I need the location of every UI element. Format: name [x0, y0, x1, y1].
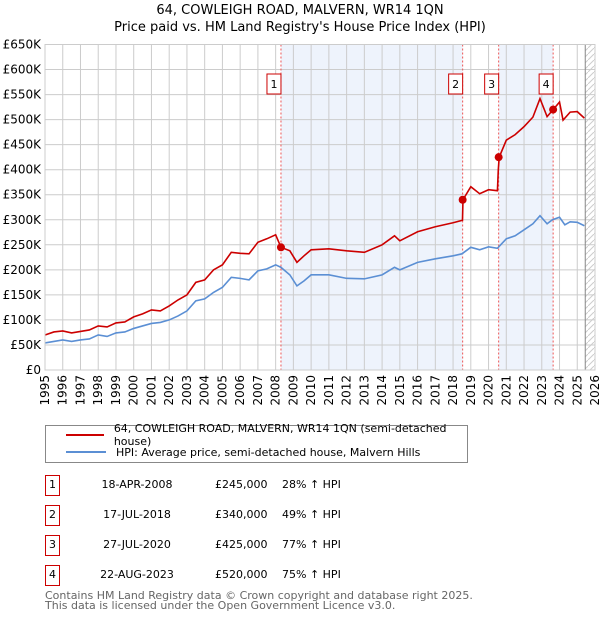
footer-line: This data is licensed under the Open Gov…	[45, 599, 396, 612]
x-tick-label: 2017	[428, 375, 442, 406]
sale-row: 1 18-APR-2008 £245,000 28% ↑ HPI	[45, 475, 465, 496]
sale-number: 1	[45, 475, 60, 496]
footer-line: Contains HM Land Registry data © Crown c…	[45, 589, 473, 602]
sale-label-box	[538, 73, 554, 95]
x-tick-label: 2011	[322, 375, 336, 406]
x-tick-label: 2010	[304, 375, 318, 406]
x-tick-label: 2004	[198, 375, 212, 406]
y-tick-label: £550K	[3, 88, 43, 102]
plot-frame	[44, 44, 596, 371]
sale-date: 18-APR-2008	[101, 478, 173, 491]
x-tick-label: 2015	[393, 375, 407, 406]
sale-hpi-diff: 49% ↑ HPI	[282, 508, 341, 521]
x-tick-label: 1999	[109, 375, 123, 406]
sale-label: 2	[452, 78, 459, 91]
x-tick-label: 2025	[570, 375, 584, 406]
sale-hpi-diff: 28% ↑ HPI	[282, 478, 341, 491]
y-tick-label: £250K	[3, 238, 43, 252]
y-tick-label: £650K	[3, 38, 43, 52]
x-tick-label: 2002	[162, 375, 176, 406]
legend-label-property: 64, COWLEIGH ROAD, MALVERN, WR14 1QN (se…	[113, 422, 447, 448]
property-price-line	[44, 96, 585, 336]
y-tick-label: £450K	[3, 138, 43, 152]
sale-label: 1	[270, 78, 277, 91]
y-tick-label: £400K	[3, 163, 43, 177]
chart-subtitle: Price paid vs. HM Land Registry's House …	[114, 20, 486, 35]
forecast-hatch	[585, 44, 595, 370]
y-tick-label: £100K	[3, 313, 43, 327]
x-tick-label: 2020	[482, 375, 496, 406]
x-tick-label: 2001	[144, 375, 158, 406]
x-tick-label: 2016	[411, 375, 425, 406]
legend-swatch-property	[66, 434, 104, 436]
x-tick-label: 1998	[91, 375, 105, 406]
sale-row: 2 17-JUL-2018 £340,000 49% ↑ HPI	[45, 505, 465, 526]
hpi-line	[44, 214, 585, 344]
x-tick-label: 2014	[375, 375, 389, 406]
sale-point	[494, 153, 503, 162]
x-tick-label: 2024	[553, 375, 567, 406]
sale-label-box	[266, 73, 282, 95]
x-tick-label: 2019	[464, 375, 478, 406]
y-tick-label: £200K	[3, 263, 43, 277]
x-tick-label: 2003	[180, 375, 194, 406]
sale-date: 22-AUG-2023	[100, 568, 174, 581]
legend-swatch-hpi	[66, 451, 106, 453]
x-tick-label: 2005	[215, 375, 229, 406]
y-tick-label: £50K	[10, 338, 42, 352]
sale-row: 4 22-AUG-2023 £520,000 75% ↑ HPI	[45, 565, 465, 586]
sale-label-box	[448, 73, 464, 95]
y-tick-label: £500K	[3, 113, 43, 127]
legend-label-hpi: HPI: Average price, semi-detached house,…	[116, 445, 421, 459]
x-tick-label: 2012	[340, 375, 354, 406]
sale-number: 3	[45, 535, 60, 556]
x-tick-label: 2008	[269, 375, 283, 406]
y-tick-label: £0	[26, 363, 41, 377]
x-tick-label: 2013	[357, 375, 371, 406]
y-tick-label: £350K	[3, 188, 43, 202]
ownership-band	[498, 44, 554, 370]
x-tick-label: 1995	[38, 375, 52, 406]
x-tick-label: 2000	[127, 375, 141, 406]
sale-number: 4	[45, 565, 60, 586]
price-chart: 1995 1996 1997 1998 1999 2000 2001 2002 2003 2004…	[3, 38, 600, 406]
footer: Contains HM Land Registry data © Crown c…	[45, 589, 473, 612]
chart-title: 64, COWLEIGH ROAD, MALVERN, WR14 1QN	[156, 3, 444, 18]
sale-label: 3	[488, 78, 495, 91]
sale-price: £425,000	[215, 538, 268, 551]
sale-price: £520,000	[215, 568, 268, 581]
sale-label: 4	[543, 78, 550, 91]
x-tick-label: 2018	[446, 375, 460, 406]
x-tick-label: 2006	[233, 375, 247, 406]
y-tick-label: £300K	[3, 213, 43, 227]
y-tick-label: £600K	[3, 63, 43, 77]
sale-hpi-diff: 75% ↑ HPI	[282, 568, 341, 581]
sale-date: 17-JUL-2018	[103, 508, 171, 521]
sale-row: 3 27-JUL-2020 £425,000 77% ↑ HPI	[45, 535, 465, 556]
x-tick-label: 2022	[517, 375, 531, 406]
sale-label-box	[484, 73, 500, 95]
sale-number: 2	[45, 505, 60, 526]
sale-point	[276, 243, 285, 252]
legend: 64, COWLEIGH ROAD, MALVERN, WR14 1QN (se…	[45, 422, 468, 463]
sale-point	[458, 195, 467, 204]
x-tick-label: 2026	[588, 375, 600, 406]
x-tick-label: 1996	[56, 375, 70, 406]
sale-date: 27-JUL-2020	[103, 538, 171, 551]
sale-hpi-diff: 77% ↑ HPI	[282, 538, 341, 551]
x-tick-label: 2009	[286, 375, 300, 406]
x-tick-label: 1997	[73, 375, 87, 406]
sale-point	[549, 105, 558, 114]
x-tick-label: 2021	[499, 375, 513, 406]
x-tick-label: 2007	[251, 375, 265, 406]
sale-price: £245,000	[215, 478, 268, 491]
x-tick-label: 2023	[535, 375, 549, 406]
y-tick-label: £150K	[3, 288, 43, 302]
sale-price: £340,000	[215, 508, 268, 521]
